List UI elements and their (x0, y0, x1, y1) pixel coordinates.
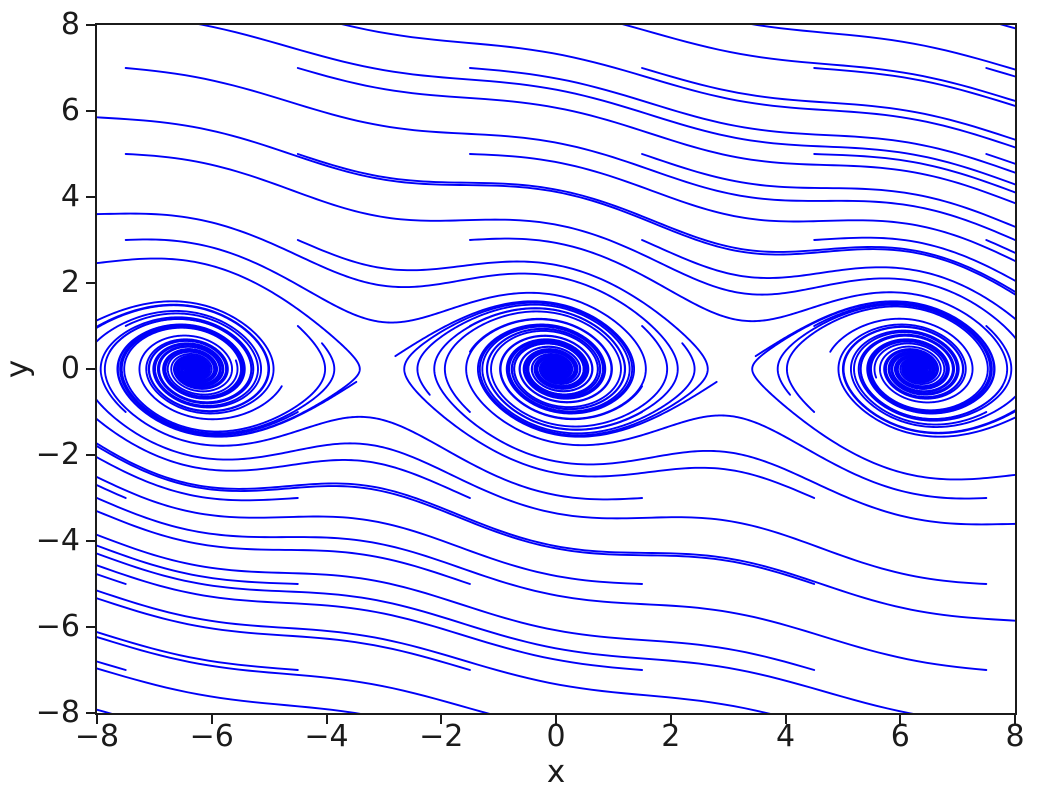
y-tick-label: 2 (60, 265, 80, 300)
x-tick-label: 8 (1005, 719, 1025, 754)
x-tick-label: 6 (890, 719, 910, 754)
y-tick-mark (86, 110, 95, 112)
x-tick-label: −4 (304, 719, 349, 754)
x-tick-mark (1014, 715, 1016, 724)
x-tick-label: −6 (189, 719, 234, 754)
x-tick-label: −2 (419, 719, 464, 754)
x-tick-mark (325, 715, 328, 724)
y-tick-label: 6 (60, 93, 80, 128)
x-tick-mark (899, 715, 902, 724)
x-tick-label: 4 (775, 719, 796, 754)
x-tick-mark (210, 715, 213, 724)
y-tick-label: −4 (35, 523, 80, 558)
y-tick-label: 0 (60, 351, 80, 386)
trajectories-canvas (97, 25, 1015, 713)
y-tick-mark (86, 282, 95, 284)
y-tick-mark (86, 626, 95, 628)
y-tick-label: −8 (35, 695, 80, 730)
y-tick-mark (86, 712, 95, 714)
y-tick-label: 4 (60, 179, 80, 214)
y-axis-label: y (0, 359, 36, 379)
y-tick-mark (86, 368, 95, 370)
y-tick-label: −2 (35, 437, 80, 472)
x-tick-mark (669, 715, 672, 724)
y-tick-label: −6 (35, 609, 80, 644)
y-tick-mark (86, 454, 95, 456)
y-tick-mark (86, 24, 95, 26)
x-tick-label: 0 (546, 719, 566, 754)
x-axis-label: x (546, 754, 566, 790)
x-tick-label: 2 (661, 719, 681, 754)
x-tick-mark (96, 715, 98, 724)
y-tick-mark (86, 540, 95, 542)
x-tick-mark (555, 715, 557, 724)
y-tick-label: 8 (60, 7, 80, 42)
x-tick-label: −8 (74, 719, 120, 754)
x-tick-mark (784, 715, 787, 724)
y-tick-mark (86, 196, 95, 198)
x-tick-mark (440, 715, 443, 724)
